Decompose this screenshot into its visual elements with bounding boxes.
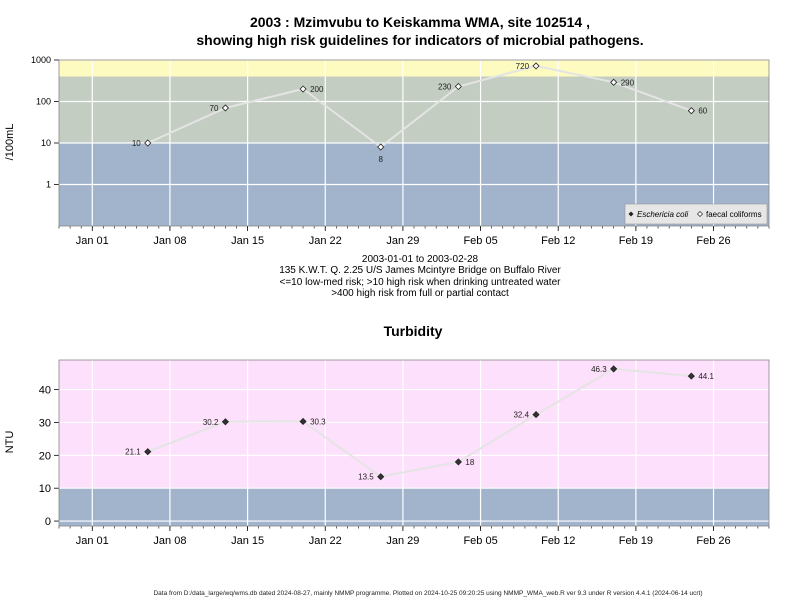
data-label: 18	[465, 458, 474, 467]
risk-band-2	[59, 76, 769, 143]
data-point	[144, 139, 152, 147]
data-point	[377, 143, 385, 151]
caption-line-3: <=10 low-med risk; >10 high risk when dr…	[280, 277, 562, 288]
risk-band-1	[59, 488, 769, 526]
legend: Eschericia coli faecal coliforms	[624, 203, 768, 225]
y-tick-label: 10	[39, 483, 51, 495]
data-point	[299, 85, 307, 93]
legend-label-faecal: faecal coliforms	[706, 210, 762, 219]
y-tick-label: 30	[39, 417, 51, 429]
x-tick-label: Feb 26	[696, 535, 730, 547]
data-label: 30.3	[310, 417, 326, 426]
caption-line-2: 135 K.W.T. Q. 2.25 U/S James Mcintyre Br…	[279, 265, 561, 276]
y-tick-label: 20	[39, 450, 51, 462]
y-tick-label: 100	[36, 97, 51, 107]
data-label: 30.2	[203, 418, 219, 427]
data-point	[377, 473, 385, 481]
data-point	[610, 78, 618, 86]
data-label: 230	[438, 82, 452, 91]
x-tick-label: Jan 15	[231, 235, 264, 247]
turbidity-chart: Jan 01 Jan 08 Jan 15 Jan 22 Jan 29 Feb 05 Feb …	[39, 359, 770, 547]
x-tick-label: Jan 29	[386, 235, 419, 247]
data-point	[454, 458, 462, 466]
x-tick-label: Jan 29	[386, 535, 419, 547]
x-tick-label: Feb 26	[696, 235, 730, 247]
series-line	[147, 64, 692, 149]
data-point	[610, 365, 618, 373]
plot-frame	[58, 359, 770, 527]
x-tick-label: Feb 19	[619, 235, 653, 247]
footer-note: Data from D:/data_large/wq/wms.db dated …	[153, 590, 702, 597]
legend-label-ecoli: Eschericia coli	[637, 210, 688, 219]
y-tick-label: 0	[45, 516, 51, 528]
data-point	[454, 82, 462, 91]
x-tick-label: Jan 22	[309, 235, 342, 247]
turbidity-y-axis-label: NTU	[4, 431, 16, 454]
y-tick-label: 40	[39, 385, 51, 397]
chart1-title-line1: 2003 : Mzimvubu to Keiskamma WMA, site 1…	[250, 14, 590, 30]
y-tick-label: 1000	[31, 55, 51, 65]
x-tick-label: Jan 08	[153, 535, 186, 547]
microbial-chart: Jan 01 Jan 08 Jan 15 Jan 22 Jan 29 Feb 05 Feb …	[31, 55, 770, 247]
risk-band-3	[59, 60, 769, 77]
data-label: 44.1	[698, 372, 714, 381]
legend-marker-ecoli	[628, 211, 634, 217]
x-tick-label: Jan 22	[309, 535, 342, 547]
risk-band-2	[59, 360, 769, 489]
data-label: 32.4	[513, 411, 529, 420]
x-tick-label: Jan 08	[153, 235, 186, 247]
data-point	[687, 107, 695, 115]
data-point	[221, 104, 229, 112]
caption-line-1: 2003-01-01 to 2003-02-28	[362, 254, 479, 265]
legend-box	[624, 203, 768, 225]
data-point	[144, 448, 152, 456]
data-label: 46.3	[591, 365, 607, 374]
data-point	[532, 411, 540, 419]
plot-frame	[58, 59, 770, 227]
data-label: 60	[698, 107, 707, 116]
data-label: 10	[132, 139, 141, 148]
data-label: 8	[378, 155, 383, 164]
data-label: 70	[210, 104, 219, 113]
y-tick-label: 10	[41, 138, 51, 148]
chart1-y-axis-label: /100mL	[4, 124, 16, 161]
data-label: 290	[621, 78, 635, 87]
data-point	[532, 62, 540, 70]
x-tick-label: Jan 01	[76, 235, 109, 247]
x-tick-label: Feb 05	[463, 235, 497, 247]
x-tick-label: Feb 05	[463, 535, 497, 547]
data-point	[687, 372, 695, 380]
data-point	[299, 417, 307, 426]
data-point	[221, 418, 229, 426]
series-line	[147, 367, 692, 478]
data-label: 13.5	[358, 473, 374, 482]
data-label: 720	[516, 62, 530, 71]
x-tick-label: Feb 12	[541, 535, 575, 547]
data-label: 21.1	[125, 448, 141, 457]
y-tick-label: 1	[46, 180, 51, 190]
caption-line-4: >400 high risk from full or partial cont…	[331, 288, 509, 299]
x-tick-label: Feb 19	[619, 535, 653, 547]
x-tick-label: Jan 01	[76, 535, 109, 547]
legend-marker-faecal	[697, 211, 703, 217]
chart1-title-line2: showing high risk guidelines for indicat…	[196, 32, 643, 48]
x-tick-label: Jan 15	[231, 535, 264, 547]
data-label: 200	[310, 85, 324, 94]
turbidity-title: Turbidity	[384, 323, 443, 339]
x-tick-label: Feb 12	[541, 235, 575, 247]
